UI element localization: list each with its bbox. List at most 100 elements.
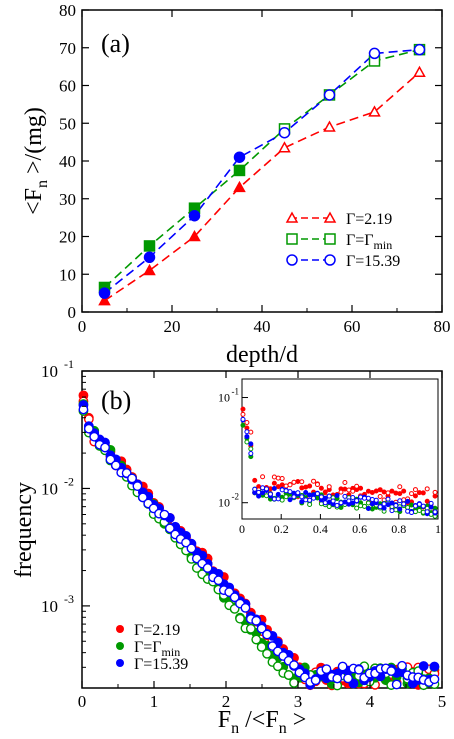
- panel-b-point: [310, 675, 321, 686]
- inset-point: [393, 503, 399, 509]
- inset-point: [303, 497, 309, 503]
- inset-point: [299, 499, 305, 505]
- inset-point: [424, 498, 430, 504]
- panel-a-ytick-label: 60: [59, 77, 76, 96]
- panel-b-xtick-label: 3: [294, 692, 303, 711]
- inset-point: [307, 492, 313, 498]
- inset-xtick-label: 0.2: [274, 522, 289, 536]
- panel-a-point: [323, 89, 336, 101]
- panel-b-point: [240, 603, 251, 613]
- inset-point: [369, 490, 375, 496]
- panel-b-point: [245, 623, 256, 634]
- panel-a-lines: [103, 48, 421, 302]
- inset-point: [287, 482, 293, 488]
- panel-b-point: [397, 660, 407, 671]
- panel-b-point: [186, 543, 197, 554]
- inset-point: [412, 503, 418, 509]
- panel-b-point: [283, 670, 294, 680]
- inset-point: [385, 496, 391, 502]
- inset-point: [342, 486, 348, 492]
- panel-b-point: [343, 673, 353, 684]
- panel-a-xtick-label: 20: [164, 317, 181, 336]
- inset-ytick-label: 10: [218, 391, 230, 405]
- inset-point: [271, 496, 277, 502]
- inset-point: [271, 474, 277, 480]
- panel-b-point: [272, 661, 283, 672]
- panel-b-ytick-exp: -1: [64, 357, 74, 371]
- panel-a-ticks: 0 20 40 60 80 0 10 20 30 40 50 60 70 80: [59, 1, 451, 336]
- inset-point: [397, 506, 403, 512]
- inset-point: [318, 494, 324, 500]
- panel-b-point: [262, 629, 272, 640]
- inset-point: [240, 411, 246, 417]
- inset-point: [314, 482, 320, 488]
- panel-b-point: [337, 661, 348, 672]
- inset-point: [409, 502, 415, 508]
- inset-frame: [241, 378, 439, 520]
- inset-point: [393, 507, 399, 513]
- panel-a-markers: [98, 43, 426, 306]
- inset-point: [240, 422, 246, 428]
- inset-point: [244, 429, 250, 435]
- panel-a-ytick-label: 70: [59, 39, 76, 58]
- inset-point: [369, 506, 375, 512]
- panel-b-ticks: 0 1 2 3 4 510-110-210-3: [41, 357, 446, 711]
- panel-b-point: [159, 509, 170, 520]
- inset-point: [354, 498, 360, 504]
- inset-point: [271, 485, 277, 491]
- inset-ticks: 0 0.2 0.4 0.6 0.8 110-110-2: [218, 387, 441, 536]
- panel-a-x-title: depth/d: [226, 342, 298, 368]
- inset-point: [397, 491, 403, 497]
- inset-point: [334, 493, 340, 499]
- panel-a-point: [143, 251, 156, 264]
- legend-b-marker-1: [116, 625, 124, 633]
- inset-point: [409, 510, 415, 516]
- inset-point: [295, 490, 301, 496]
- panel-b-tag: (b): [101, 386, 131, 415]
- panel-a-point: [323, 120, 336, 132]
- panel-b-point: [202, 563, 213, 573]
- inset-point: [326, 499, 332, 505]
- legend-a-item-3: Γ=15.39: [346, 253, 400, 270]
- inset-point: [369, 496, 375, 502]
- inset-point: [279, 476, 285, 482]
- inset-point: [240, 416, 246, 422]
- panel-b-point: [386, 666, 397, 676]
- panel-b-x-title: Fn /<Fn >: [218, 707, 306, 737]
- panel-a-ytick-label: 40: [59, 152, 76, 171]
- inset-point: [428, 500, 434, 506]
- panel-a-point: [278, 126, 291, 139]
- inset-point: [287, 489, 293, 495]
- inset-point: [346, 487, 352, 493]
- inset-point: [401, 501, 407, 507]
- inset-xtick-label: 0.6: [352, 522, 367, 536]
- inset-point: [252, 486, 258, 492]
- inset-xtick-label: 0.8: [391, 522, 406, 536]
- panel-b-point: [332, 673, 343, 684]
- panel-a-point: [98, 287, 111, 299]
- inset-point: [275, 475, 281, 481]
- panel-a-ytick-label: 30: [59, 190, 76, 209]
- panel-b-point: [429, 661, 440, 672]
- inset-point: [275, 491, 281, 497]
- panel-b-point: [89, 431, 100, 442]
- panel-a-ytick-label: 50: [59, 114, 76, 133]
- panel-b-point: [110, 460, 121, 471]
- panel-a-point: [368, 47, 381, 60]
- inset-point: [416, 501, 422, 507]
- panel-b-y-title: frequency: [11, 482, 37, 578]
- inset-point: [420, 490, 426, 496]
- panel-b-point: [181, 537, 191, 548]
- panel-a-ytick-label: 0: [68, 303, 77, 322]
- panel-b-point: [256, 642, 267, 652]
- legend-a-item-2: Γ=Γmin: [346, 232, 392, 252]
- inset-point: [373, 488, 379, 494]
- inset-point: [362, 503, 367, 509]
- inset-point: [303, 484, 309, 490]
- panel-b-ytick-label: 10: [41, 597, 58, 616]
- panel-b-point: [321, 664, 332, 674]
- inset-point: [264, 493, 269, 499]
- legend-a-item-1: Γ=2.19: [346, 211, 392, 228]
- inset-point: [416, 490, 422, 496]
- legend-a-marker: [323, 211, 337, 223]
